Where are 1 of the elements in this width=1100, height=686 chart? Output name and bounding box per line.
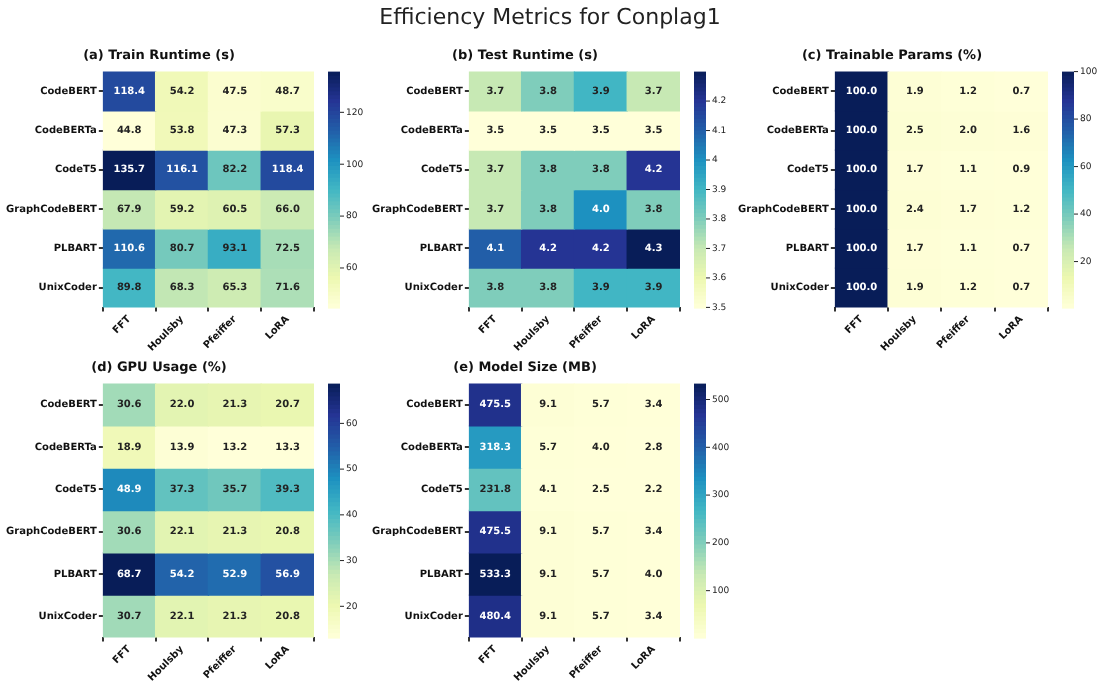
- text: Efficiency Metrics for Conplag1: [377, 4, 723, 30]
